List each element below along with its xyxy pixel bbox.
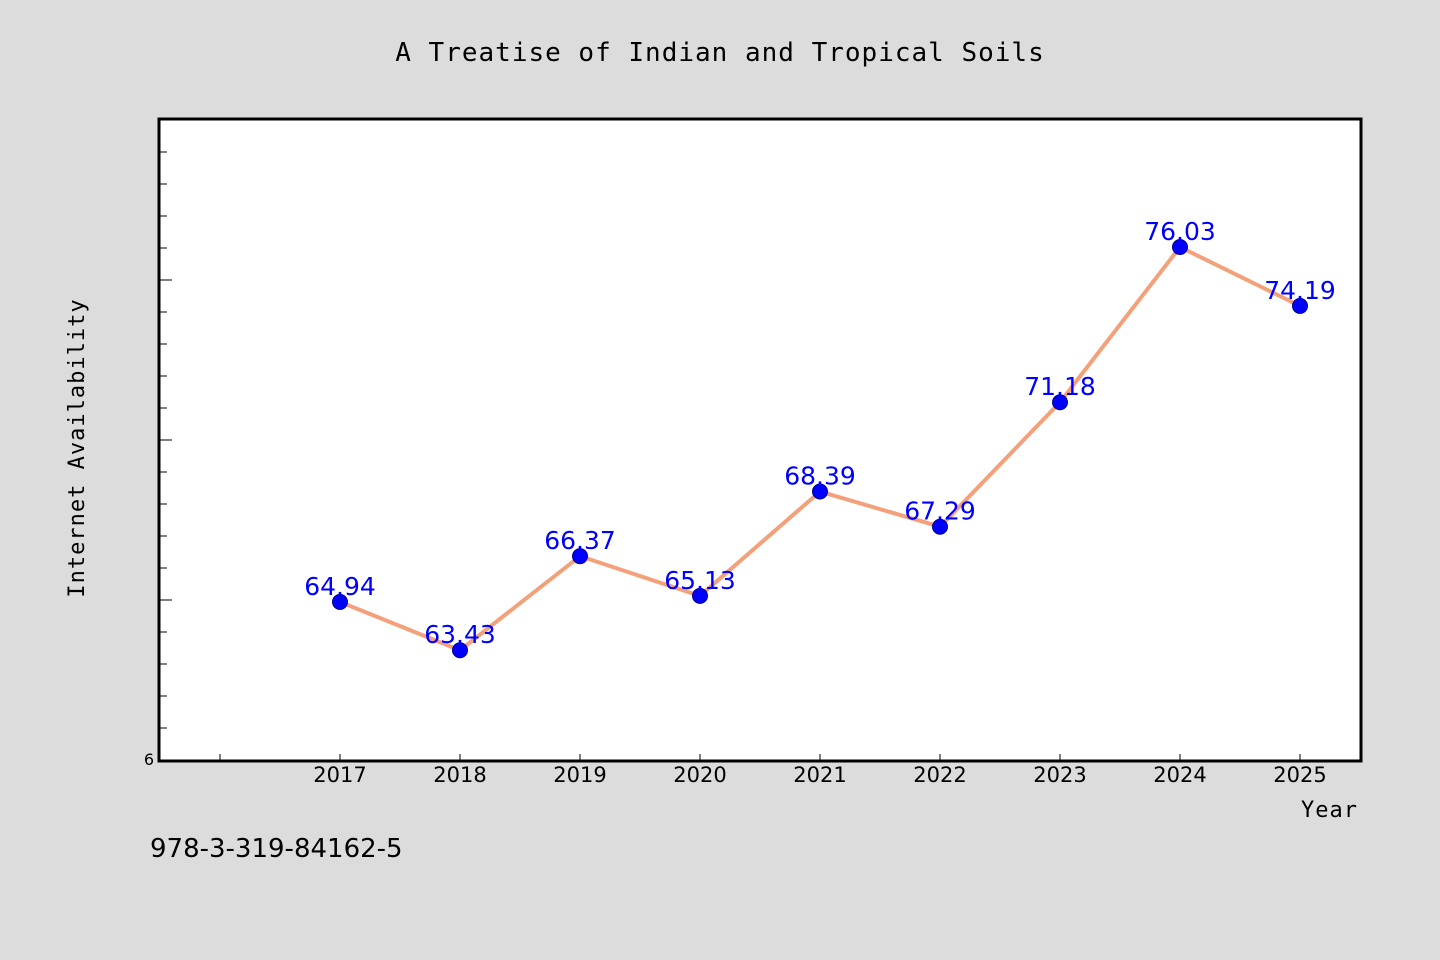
data-label: 64.94 [304, 572, 376, 601]
data-label: 76.03 [1144, 217, 1216, 246]
data-point [1052, 394, 1068, 411]
x-tick-label: 2021 [793, 763, 846, 787]
x-tick-label: 2020 [673, 763, 726, 787]
y-tick-label: 6 [144, 750, 154, 769]
x-tick-label: 2024 [1153, 763, 1206, 787]
data-label: 74.19 [1264, 276, 1336, 305]
data-point [1172, 239, 1188, 256]
data-point [572, 548, 588, 565]
x-tick-label: 2023 [1033, 763, 1086, 787]
isbn-text: 978-3-319-84162-5 [150, 834, 403, 864]
data-point [332, 593, 348, 610]
y-axis-label: Internet Availability [65, 298, 90, 597]
data-point [1292, 297, 1308, 314]
data-label: 71.18 [1024, 372, 1096, 401]
data-label: 67.29 [904, 497, 976, 526]
data-point [692, 587, 708, 604]
data-point [932, 518, 948, 535]
x-axis-ticks: 2017 2018 2019 2020 2021 2022 2023 2024 2025 [219, 754, 1327, 787]
x-tick-label: 2019 [553, 763, 606, 787]
plot-area [157, 117, 1363, 763]
y-axis-ticks: 6 [144, 151, 172, 769]
x-tick-label: 2018 [433, 763, 486, 787]
data-point [452, 642, 468, 659]
data-label: 65.13 [664, 566, 736, 595]
series-layer: 64.94 63.43 66.37 65.13 68.39 67.29 71.18 76.03… [304, 217, 1336, 659]
x-tick-label: 2025 [1273, 763, 1326, 787]
x-tick-label: 2022 [913, 763, 966, 787]
x-axis-label: Year [1301, 798, 1358, 823]
data-label: 66.37 [544, 526, 616, 555]
x-tick-label: 2017 [313, 763, 366, 787]
data-label: 63.43 [424, 620, 496, 649]
data-point [812, 483, 828, 500]
chart-title: A Treatise of Indian and Tropical Soils [395, 38, 1044, 68]
data-label: 68.39 [784, 462, 856, 491]
